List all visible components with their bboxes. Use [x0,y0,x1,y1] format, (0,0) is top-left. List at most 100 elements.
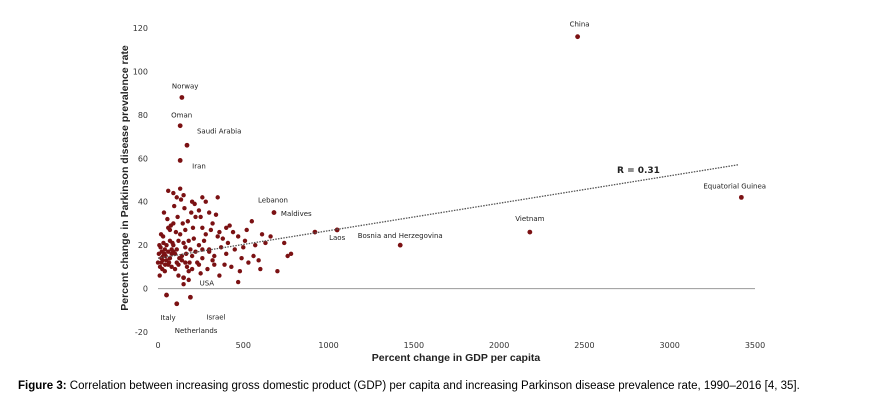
data-point [158,232,164,237]
data-point [169,264,174,270]
data-point [210,258,215,263]
data-point [173,229,179,235]
data-point [217,273,222,278]
data-point [186,269,191,274]
data-point [201,238,207,243]
data-point [177,232,183,237]
point-label: Italy [161,314,176,322]
data-point [166,249,171,254]
data-point [171,242,176,248]
data-point [193,214,198,220]
data-point [203,232,208,237]
labeled-data-point [271,210,277,215]
data-point [251,253,256,259]
data-point [174,247,179,252]
data-point [227,223,232,228]
data-point [176,262,181,267]
data-point [196,262,202,267]
point-label: Iran [192,162,206,170]
data-point [205,266,210,272]
data-point [224,251,229,257]
y-tick-label: 100 [133,67,148,76]
data-point [225,240,231,246]
data-point [232,247,237,252]
data-point [282,240,287,246]
data-point [229,264,234,270]
x-axis-ticks: 0 500 1000 1500 2000 2500 3000 3500 [155,341,765,350]
data-point [259,232,265,237]
figure-caption: Figure 3: Correlation between increasing… [18,380,800,392]
data-point [169,247,174,252]
point-label: Equatorial Guinea [703,182,766,190]
data-point [213,212,219,217]
data-point [206,210,212,215]
data-point [288,251,294,257]
data-point [175,214,180,220]
data-point [256,258,261,263]
data-point [249,219,255,224]
point-label: Saudi Arabia [197,127,241,135]
y-tick-label: 20 [138,241,148,250]
data-point [162,262,168,267]
data-point [263,240,268,246]
data-points [155,34,744,307]
data-point [162,269,168,274]
point-label: Oman [171,112,192,120]
data-point [275,269,280,274]
data-point [161,240,166,246]
data-point [222,262,227,267]
data-point [215,195,220,200]
data-point [185,219,191,224]
data-point [182,206,187,211]
data-point [180,221,185,226]
y-tick-label: 40 [138,198,148,207]
point-label: USA [200,280,215,288]
point-label: Maldives [281,210,312,218]
data-point [177,186,183,191]
y-tick-label: 80 [138,111,148,120]
data-point [210,221,215,226]
data-point [253,242,258,248]
data-point [258,266,263,272]
y-tick-label: 60 [138,154,148,163]
point-label: Vietnam [515,215,544,223]
data-point [215,234,220,239]
data-point [187,260,192,265]
labeled-data-point [179,95,185,100]
data-point [172,203,177,209]
data-point [212,253,217,259]
data-point [212,262,217,267]
x-tick-label: 3500 [745,341,765,350]
data-point [200,225,205,230]
data-point [189,210,194,215]
point-label: Bosnia and Herzegovina [358,232,443,240]
point-labels: China Norway Oman Saudi Arabia Iran Lebanon Ma… [161,21,767,335]
labeled-data-point [164,292,169,298]
x-tick-label: 3000 [660,341,680,350]
data-point [162,247,168,252]
data-point [165,216,170,222]
trendline-r-label: R = 0.31 [617,166,660,176]
data-point [191,236,197,241]
data-point [246,260,251,265]
data-point [237,269,243,274]
x-axis-title: Percent change in GDP per capita [372,352,541,364]
labeled-data-point [397,242,403,248]
point-label: Norway [172,82,199,90]
data-point [244,227,249,233]
data-point [161,210,167,215]
labeled-data-point [177,123,183,129]
data-point [189,199,195,204]
scatter-chart: -20 0 20 40 60 80 100 120 0 500 1000 1500 2000 2500 3… [119,21,767,364]
x-tick-label: 1500 [404,341,424,350]
data-point [200,255,205,261]
data-point [235,234,241,239]
data-point [172,251,178,257]
labeled-data-point [177,158,183,163]
data-point [189,266,195,272]
labeled-data-point [738,194,744,200]
data-point [189,253,195,259]
y-axis-title: Percent change in Parkinson disease prev… [119,45,131,311]
data-point [174,195,179,200]
data-point [208,227,214,233]
